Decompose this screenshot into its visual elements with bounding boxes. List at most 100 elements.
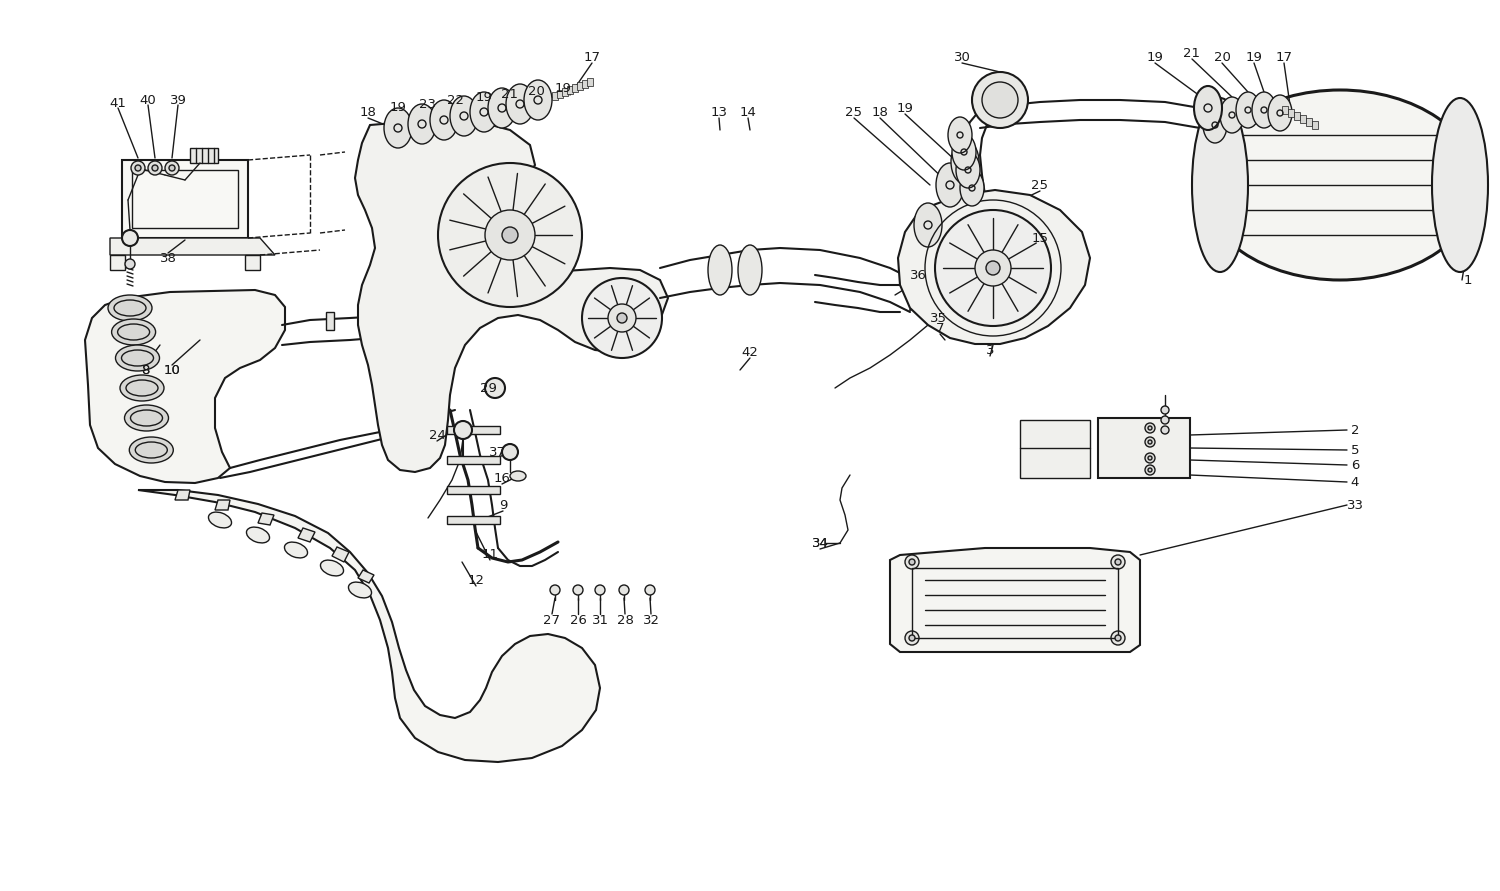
Circle shape [1112,555,1125,569]
Polygon shape [567,86,573,94]
Polygon shape [258,513,274,525]
Text: 34: 34 [812,536,828,550]
Ellipse shape [1268,95,1292,131]
Text: 23: 23 [420,97,436,110]
Circle shape [1161,426,1168,434]
Text: 6: 6 [1352,459,1359,471]
Text: 19: 19 [897,102,914,115]
Polygon shape [326,312,334,330]
Circle shape [1144,423,1155,433]
Circle shape [124,259,135,269]
Polygon shape [562,88,568,96]
Text: 5: 5 [1350,444,1359,456]
Ellipse shape [1202,90,1478,280]
Circle shape [904,555,920,569]
Text: 38: 38 [159,251,177,265]
Ellipse shape [948,117,972,153]
Circle shape [484,378,506,398]
Circle shape [1144,437,1155,447]
Circle shape [122,230,138,246]
Polygon shape [86,290,285,483]
Circle shape [135,165,141,171]
Text: 34: 34 [812,536,828,550]
Text: 18: 18 [360,105,376,119]
Polygon shape [190,148,217,163]
Text: 14: 14 [740,105,756,119]
Text: 39: 39 [170,94,186,107]
Ellipse shape [321,560,344,576]
Polygon shape [1020,420,1090,478]
Text: 22: 22 [447,94,465,107]
Ellipse shape [1236,92,1260,128]
Circle shape [982,82,1018,118]
Polygon shape [214,500,230,510]
Ellipse shape [285,542,308,558]
Ellipse shape [738,245,762,295]
Polygon shape [572,84,578,92]
Polygon shape [1300,115,1306,123]
Polygon shape [586,78,592,86]
Text: 20: 20 [528,85,544,97]
Text: 25: 25 [846,105,862,119]
Polygon shape [1294,112,1300,120]
Text: 17: 17 [1275,51,1293,63]
Circle shape [550,585,560,595]
Circle shape [645,585,656,595]
Text: 12: 12 [468,574,484,586]
Ellipse shape [129,437,174,463]
Circle shape [1144,453,1155,463]
Polygon shape [416,315,424,332]
Circle shape [909,559,915,565]
Polygon shape [1098,418,1190,478]
Ellipse shape [960,170,984,206]
Ellipse shape [384,108,412,148]
Ellipse shape [470,92,498,132]
Text: 17: 17 [584,51,600,63]
Text: 41: 41 [110,96,126,110]
Polygon shape [582,80,588,88]
Circle shape [904,631,920,645]
Polygon shape [1306,118,1312,126]
Ellipse shape [1432,98,1488,272]
Ellipse shape [914,203,942,247]
Circle shape [616,313,627,323]
Circle shape [1148,456,1152,460]
Ellipse shape [956,152,980,188]
Text: 13: 13 [711,105,728,119]
Text: 25: 25 [1032,178,1048,192]
Polygon shape [110,238,274,255]
Text: 1: 1 [1464,274,1472,287]
Polygon shape [358,570,374,583]
Ellipse shape [1194,86,1222,130]
Polygon shape [556,90,562,98]
Text: 8: 8 [141,364,148,377]
Text: 30: 30 [954,51,970,63]
Polygon shape [376,314,384,331]
Text: 29: 29 [480,381,496,395]
Ellipse shape [936,163,964,207]
Text: 18: 18 [871,105,888,119]
Text: 16: 16 [494,471,510,485]
Text: 2: 2 [1350,423,1359,437]
Polygon shape [110,255,125,270]
Ellipse shape [488,88,516,128]
Polygon shape [447,486,500,494]
Circle shape [909,635,915,641]
Polygon shape [1288,109,1294,117]
Circle shape [1161,406,1168,414]
Circle shape [438,163,582,307]
Ellipse shape [506,84,534,124]
Text: 15: 15 [1032,232,1048,244]
Ellipse shape [408,104,436,144]
Polygon shape [332,547,350,562]
Polygon shape [447,516,500,524]
Circle shape [484,210,536,260]
Text: 33: 33 [1347,498,1364,511]
Polygon shape [578,82,584,90]
Ellipse shape [1192,98,1248,272]
Text: 24: 24 [429,429,445,442]
Circle shape [170,165,176,171]
Ellipse shape [450,96,478,136]
Text: 10: 10 [164,364,180,377]
Ellipse shape [124,405,168,431]
